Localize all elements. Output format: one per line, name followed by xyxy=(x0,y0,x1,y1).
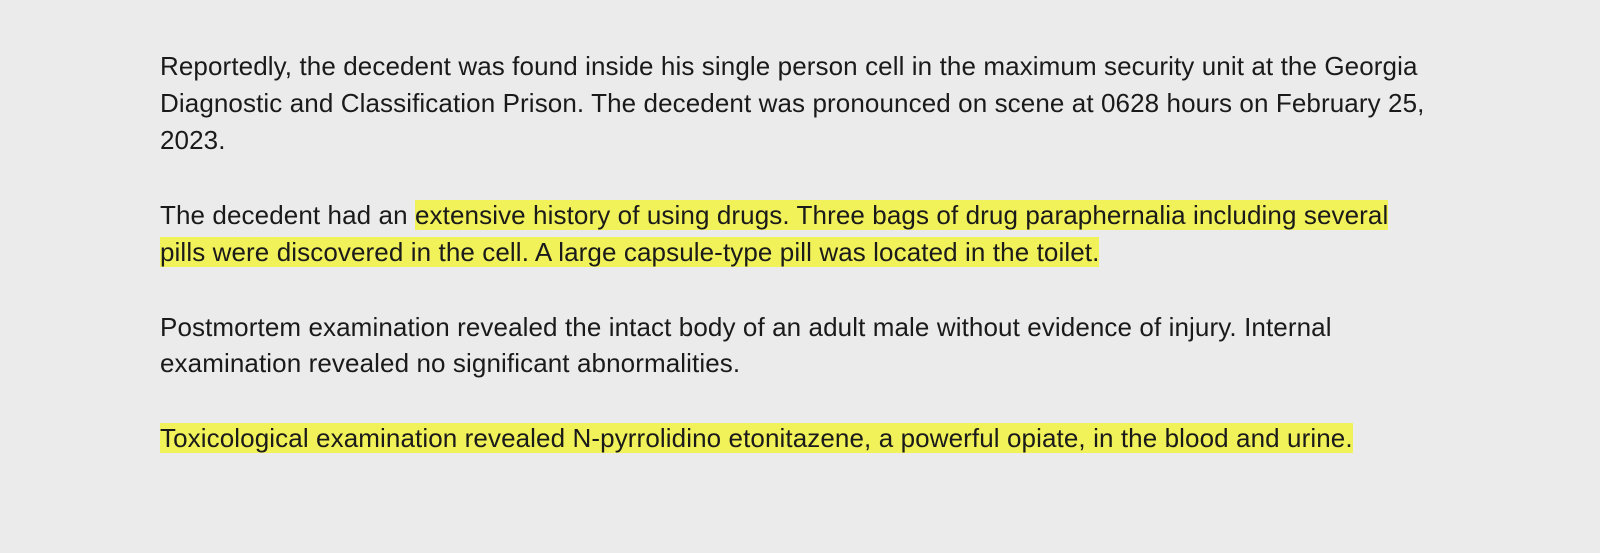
paragraph-3: Postmortem examination revealed the inta… xyxy=(160,309,1440,383)
body-text: Postmortem examination revealed the inta… xyxy=(160,312,1332,379)
document-page: Reportedly, the decedent was found insid… xyxy=(0,0,1600,497)
body-text: Reportedly, the decedent was found insid… xyxy=(160,51,1424,155)
paragraph-4: Toxicological examination revealed N-pyr… xyxy=(160,420,1440,457)
paragraph-1: Reportedly, the decedent was found insid… xyxy=(160,48,1440,159)
body-text: The decedent had an xyxy=(160,200,415,230)
paragraph-2: The decedent had an extensive history of… xyxy=(160,197,1440,271)
highlighted-text: Toxicological examination revealed N-pyr… xyxy=(160,423,1353,453)
